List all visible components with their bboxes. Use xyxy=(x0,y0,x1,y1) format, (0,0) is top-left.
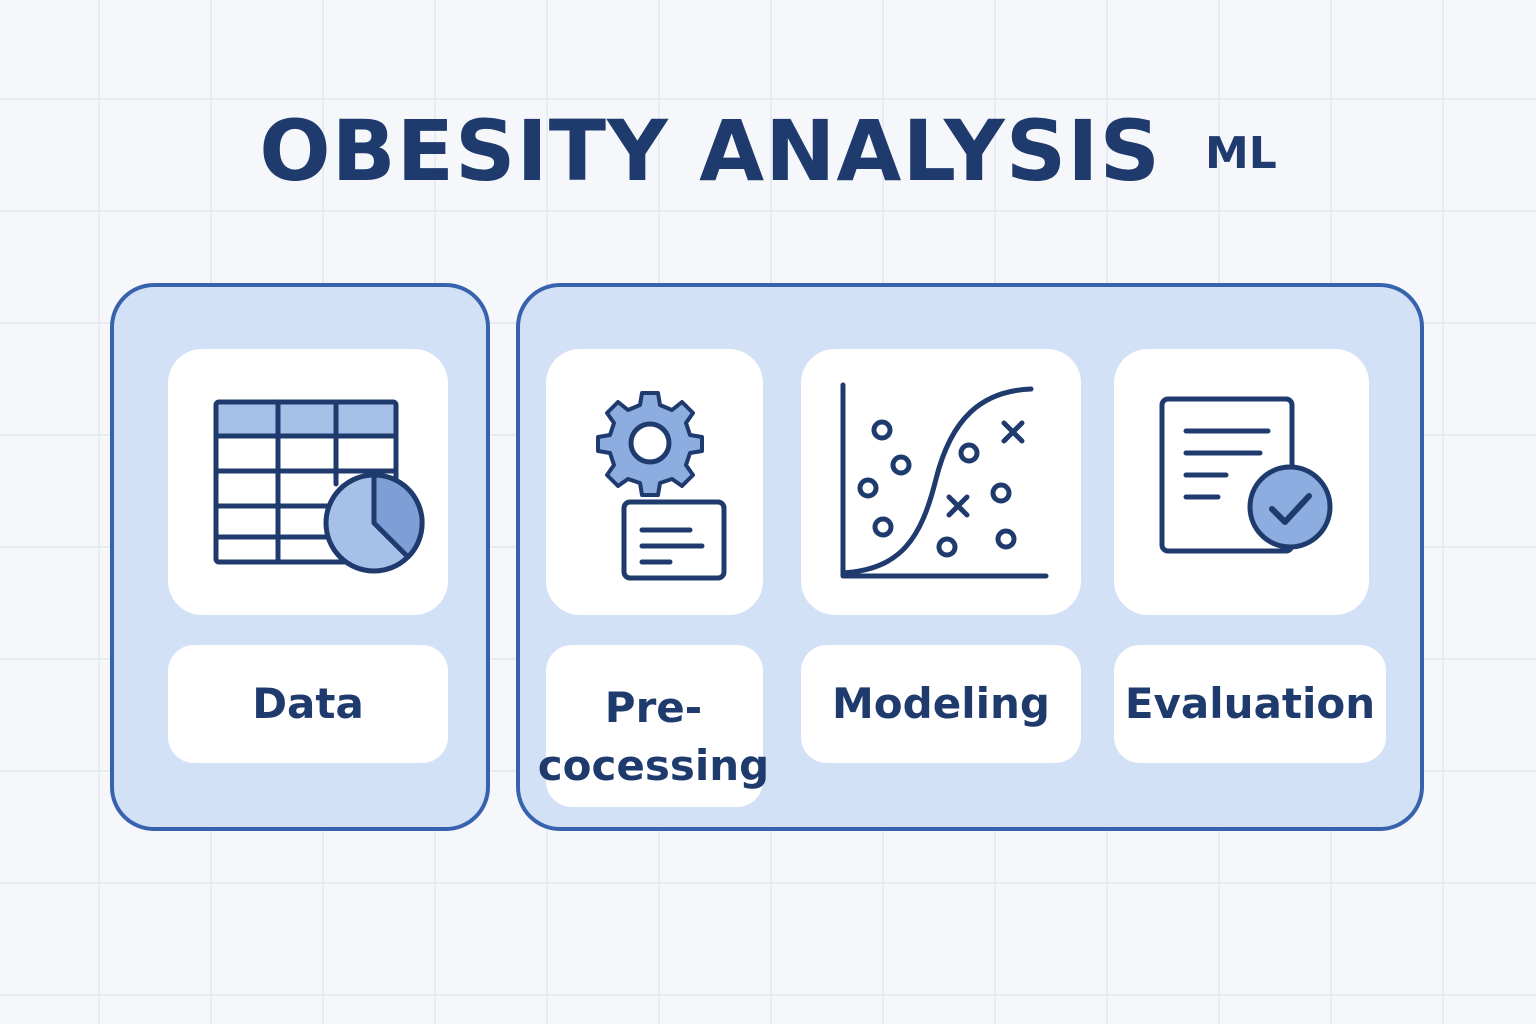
evaluation-icon-card xyxy=(1114,349,1369,615)
evaluation-label-card: Evaluation xyxy=(1114,645,1386,763)
step-label-data: Data xyxy=(252,679,364,729)
step-label-preprocessing: Pre- cocessing xyxy=(537,683,770,790)
step-label-evaluation: Evaluation xyxy=(1124,679,1376,729)
table-pie-chart-icon xyxy=(213,399,425,574)
modeling-label-card: Modeling xyxy=(801,645,1081,763)
data-icon-card xyxy=(168,349,448,615)
document-check-icon xyxy=(1159,396,1333,554)
preprocessing-icon-card xyxy=(546,349,763,615)
step-label-modeling: Modeling xyxy=(832,679,1050,729)
modeling-icon-card xyxy=(801,349,1081,615)
diagram-title: OBESITY ANALYSIS ML xyxy=(0,96,1536,206)
data-label-card: Data xyxy=(168,645,448,763)
scatter-sigmoid-icon xyxy=(840,382,1049,579)
preprocessing-label-card: Pre- cocessing xyxy=(538,645,769,807)
title-sub-badge: ML xyxy=(1204,128,1277,179)
title-main: OBESITY ANALYSIS xyxy=(259,102,1161,200)
gear-document-icon xyxy=(596,391,727,581)
